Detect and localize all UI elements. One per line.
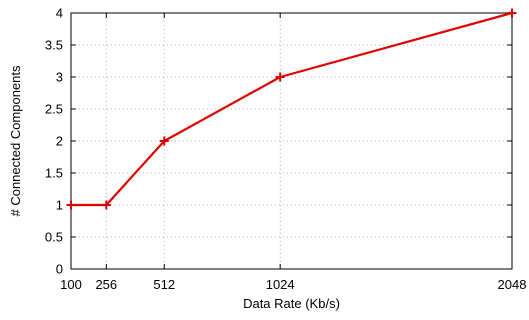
y-tick-label: 3 — [56, 70, 63, 85]
series-layer — [66, 8, 517, 210]
grid-lines — [71, 13, 512, 269]
data-point-marker — [159, 136, 169, 146]
data-point-marker — [507, 8, 517, 18]
x-axis-label: Data Rate (Kb/s) — [243, 296, 340, 311]
x-tick-label: 256 — [95, 277, 117, 292]
axis-ticks: 0 0.5 1 1.5 2 2.5 3 3.5 4 100 256 512 1024 2048 — [45, 6, 527, 293]
x-tick-label: 2048 — [498, 277, 527, 292]
y-tick-label: 2 — [56, 134, 63, 149]
y-tick-label: 3.5 — [45, 38, 63, 53]
y-tick-label: 1 — [56, 198, 63, 213]
y-tick-label: 4 — [56, 6, 63, 21]
y-tick-label: 0 — [56, 262, 63, 277]
data-point-marker — [275, 72, 285, 82]
x-tick-label: 512 — [153, 277, 175, 292]
x-tick-label: 1024 — [266, 277, 295, 292]
y-tick-label: 0.5 — [45, 230, 63, 245]
x-tick-label: 100 — [60, 277, 82, 292]
data-point-marker — [66, 200, 76, 210]
y-tick-label: 1.5 — [45, 166, 63, 181]
y-tick-label: 2.5 — [45, 102, 63, 117]
y-axis-label: # Connected Components — [8, 65, 23, 217]
data-point-marker — [101, 200, 111, 210]
